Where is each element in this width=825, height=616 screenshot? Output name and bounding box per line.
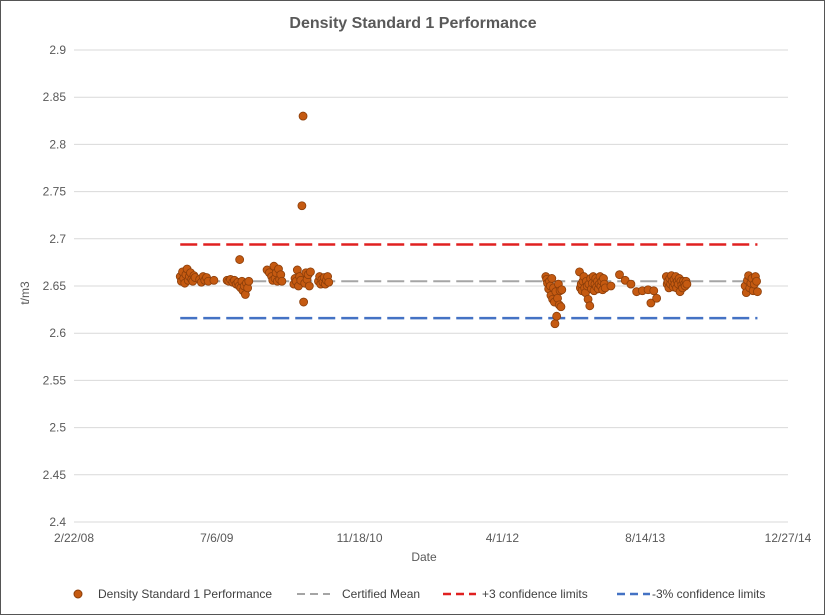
data-point: [682, 279, 692, 289]
data-point: [646, 298, 656, 308]
x-tick-labels: 2/22/08 7/6/09 11/18/10 4/1/12 8/14/13 12/27/…: [54, 531, 812, 545]
y-tick-label: 2.65: [43, 279, 67, 293]
data-point: [209, 275, 219, 285]
legend-item-lower-limit: -3% confidence limits: [617, 587, 765, 601]
y-tick-label: 2.55: [43, 373, 67, 387]
data-point: [299, 297, 309, 307]
data-point: [277, 276, 287, 286]
gridlines: [74, 49, 788, 523]
data-point: [552, 311, 562, 321]
data-point: [557, 285, 567, 295]
data-point: [306, 267, 315, 277]
data-point: [753, 287, 762, 297]
legend-marker-series: [73, 589, 83, 599]
y-tick-labels: 2.4 2.45 2.5 2.55 2.6 2.65 2.7 2.75 2.8 2.85 2.9: [43, 43, 67, 529]
legend: Density Standard 1 Performance Certified…: [73, 587, 765, 601]
x-tick-label: 7/6/09: [200, 531, 234, 545]
data-point: [626, 279, 636, 289]
y-tick-label: 2.4: [49, 515, 66, 529]
data-point: [752, 276, 761, 286]
data-points: [175, 111, 762, 329]
y-axis-label: t/m3: [18, 281, 32, 305]
data-point: [649, 286, 659, 296]
y-tick-label: 2.7: [49, 232, 66, 246]
legend-item-certified-mean: Certified Mean: [297, 587, 420, 601]
y-tick-label: 2.85: [43, 90, 67, 104]
legend-label-certified-mean: Certified Mean: [342, 587, 420, 601]
x-tick-label: 11/18/10: [337, 531, 383, 545]
data-point: [324, 277, 334, 287]
data-point: [235, 255, 245, 264]
legend-label-series: Density Standard 1 Performance: [98, 587, 272, 601]
data-point: [550, 319, 560, 329]
y-tick-label: 2.5: [49, 421, 66, 435]
legend-item-series: Density Standard 1 Performance: [73, 587, 272, 601]
x-axis-label: Date: [411, 550, 437, 564]
x-tick-label: 12/27/14: [765, 531, 812, 545]
legend-label-lower-limit: -3% confidence limits: [652, 587, 765, 601]
x-tick-label: 4/1/12: [486, 531, 520, 545]
y-tick-label: 2.45: [43, 468, 67, 482]
legend-item-upper-limit: +3 confidence limits: [443, 587, 588, 601]
data-point: [304, 281, 314, 291]
legend-label-upper-limit: +3 confidence limits: [482, 587, 588, 601]
data-point: [615, 270, 624, 280]
x-tick-label: 8/14/13: [625, 531, 665, 545]
data-point: [585, 301, 595, 311]
data-point: [244, 276, 254, 286]
y-tick-label: 2.6: [49, 326, 66, 340]
data-point: [297, 201, 307, 211]
y-tick-label: 2.75: [43, 185, 67, 199]
chart-title: Density Standard 1 Performance: [289, 15, 536, 32]
data-point: [298, 111, 308, 121]
data-point: [652, 293, 662, 303]
y-tick-label: 2.8: [49, 137, 66, 151]
data-point: [606, 281, 616, 291]
y-tick-label: 2.9: [49, 43, 66, 57]
data-point: [556, 302, 566, 312]
data-point: [547, 274, 557, 283]
x-tick-label: 2/22/08: [54, 531, 94, 545]
